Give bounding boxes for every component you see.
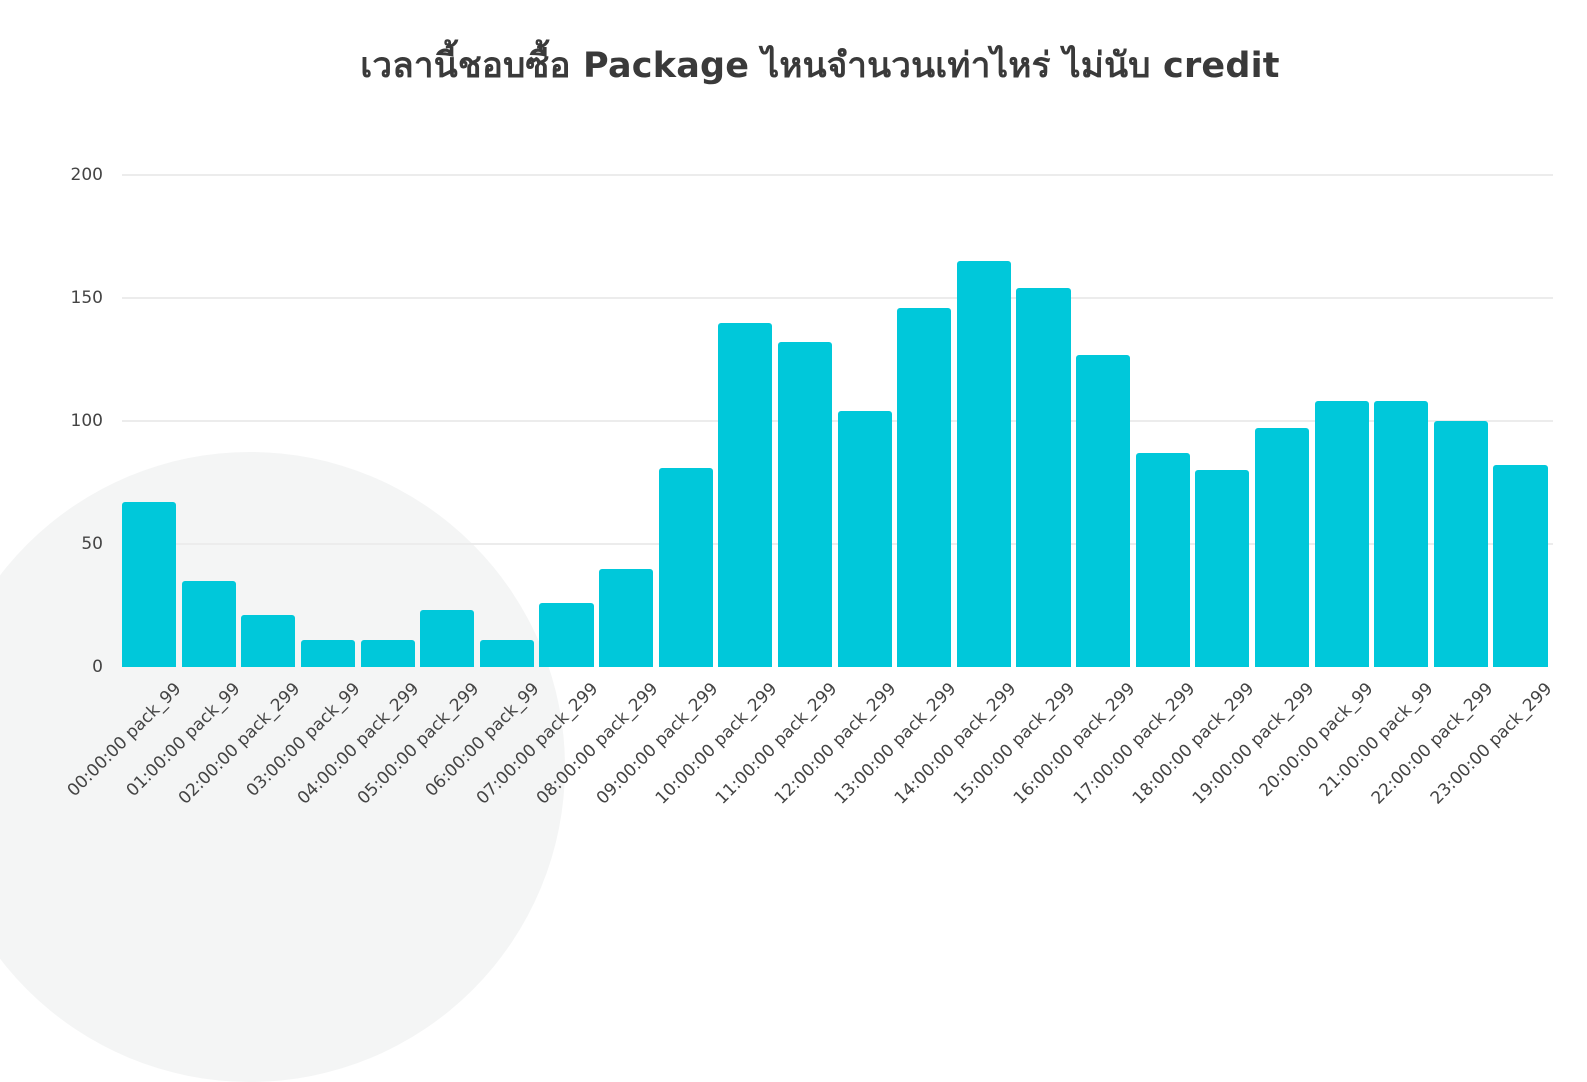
bar[interactable] [122,502,177,667]
bar[interactable] [181,580,236,667]
bar[interactable] [420,610,475,667]
bar[interactable] [897,307,952,667]
chart-title: เวลานี้ชอบซื้อ Package ไหนจำนวนเท่าไหร่ … [360,46,1280,86]
bar[interactable] [777,342,832,667]
bar[interactable] [599,568,654,667]
bar[interactable] [241,615,296,667]
bar[interactable] [837,411,892,667]
bar[interactable] [1076,354,1131,667]
x-axis-tick-label: 06:00:00 pack_99 [421,679,543,801]
bar[interactable] [658,467,713,667]
bar[interactable] [539,603,594,667]
bar[interactable] [1135,452,1190,667]
bar[interactable] [956,261,1011,667]
bar[interactable] [360,639,415,667]
x-axis-tick-label: 01:00:00 pack_99 [122,679,245,801]
bar[interactable] [300,639,355,667]
gridline [122,297,1553,299]
x-axis-tick-label: 20:00:00 pack_99 [1255,679,1378,801]
bar[interactable] [1314,401,1369,667]
bar[interactable] [1195,470,1250,667]
bar[interactable] [479,639,534,667]
bar[interactable] [718,322,773,667]
y-axis-tick-label: 100 [70,411,103,431]
y-axis-tick-label: 50 [81,534,103,554]
x-axis-tick-label: 00:00:00 pack_99 [63,679,186,801]
bar[interactable] [1433,421,1488,667]
bar[interactable] [1493,465,1548,667]
bar-chart-plot-area: 0 50 100 150 200 00:00:00 pack_99 01:00:00 pac… [63,165,1556,808]
x-axis-tick-label: 03:00:00 pack_99 [242,679,365,801]
y-axis-tick-label: 150 [70,288,103,308]
y-axis-tick-label: 200 [70,165,103,185]
y-axis-tick-label: 0 [92,657,103,677]
bar[interactable] [1254,428,1309,667]
bar[interactable] [1016,288,1071,667]
bar[interactable] [1374,401,1429,667]
gridline [122,174,1553,176]
x-axis-tick-label: 21:00:00 pack_99 [1315,679,1438,801]
